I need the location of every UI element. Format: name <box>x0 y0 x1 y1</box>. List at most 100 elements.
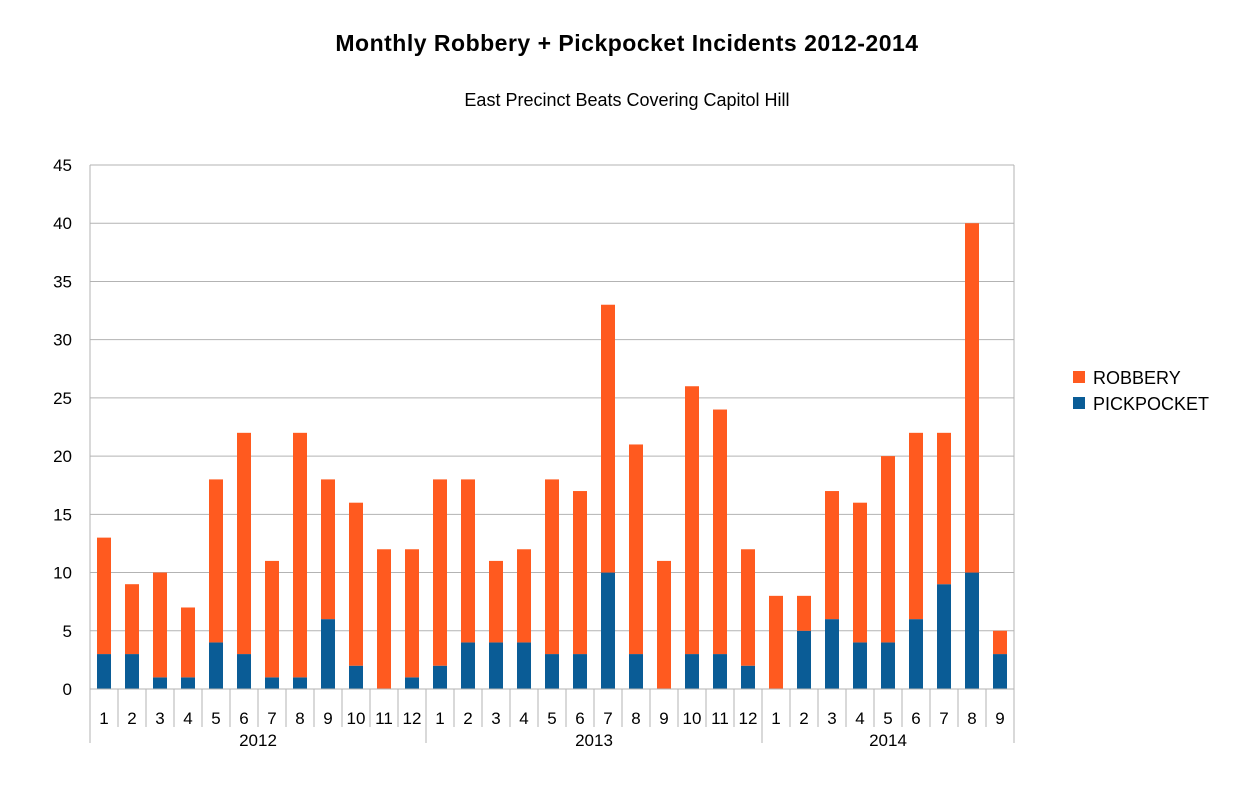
bar-robbery <box>293 432 307 678</box>
bar-robbery <box>825 491 839 620</box>
bar-robbery <box>545 479 559 655</box>
bar-robbery <box>909 432 923 620</box>
chart-title: Monthly Robbery + Pickpocket Incidents 2… <box>335 30 919 56</box>
x-tick-label: 3 <box>491 709 500 728</box>
bar-robbery <box>433 479 447 666</box>
x-tick-label: 5 <box>547 709 556 728</box>
y-tick-label: 0 <box>63 680 72 699</box>
x-tick-label: 9 <box>323 709 332 728</box>
bar-pickpocket <box>293 677 307 689</box>
x-tick-label: 8 <box>631 709 640 728</box>
bar-robbery <box>685 386 699 655</box>
bar-robbery <box>153 572 167 678</box>
bar-pickpocket <box>489 642 503 689</box>
bar-pickpocket <box>461 642 475 689</box>
bar-pickpocket <box>685 654 699 689</box>
bar-robbery <box>769 595 783 689</box>
y-tick-label: 30 <box>53 331 72 350</box>
y-tick-label: 40 <box>53 214 72 233</box>
x-tick-label: 7 <box>267 709 276 728</box>
x-tick-label: 7 <box>939 709 948 728</box>
x-tick-label: 4 <box>183 709 192 728</box>
bar-robbery <box>965 223 979 573</box>
bar-pickpocket <box>993 654 1007 689</box>
x-tick-label: 9 <box>659 709 668 728</box>
bar-pickpocket <box>937 584 951 689</box>
x-tick-label: 12 <box>403 709 422 728</box>
x-tick-label: 11 <box>375 709 393 728</box>
bar-pickpocket <box>573 654 587 689</box>
x-tick-label: 6 <box>911 709 920 728</box>
y-tick-label: 15 <box>53 505 72 524</box>
bar-robbery <box>937 432 951 585</box>
legend-swatch-pickpocket <box>1073 397 1085 409</box>
x-tick-label: 8 <box>967 709 976 728</box>
x-tick-label: 12 <box>739 709 758 728</box>
legend: ROBBERY PICKPOCKET <box>1073 368 1209 414</box>
bar-robbery <box>125 584 139 655</box>
bar-robbery <box>741 549 755 666</box>
x-tick-label: 3 <box>155 709 164 728</box>
bar-pickpocket <box>853 642 867 689</box>
legend-label-robbery: ROBBERY <box>1093 368 1181 388</box>
x-tick-label: 9 <box>995 709 1004 728</box>
y-tick-label: 20 <box>53 447 72 466</box>
x-tick-label: 5 <box>883 709 892 728</box>
bar-pickpocket <box>629 654 643 689</box>
bar-pickpocket <box>209 642 223 689</box>
x-tick-label: 7 <box>603 709 612 728</box>
bar-pickpocket <box>909 619 923 689</box>
bar-pickpocket <box>713 654 727 689</box>
bar-robbery <box>517 549 531 643</box>
bar-robbery <box>853 502 867 643</box>
bar-pickpocket <box>181 677 195 689</box>
x-tick-label: 11 <box>711 709 729 728</box>
bar-robbery <box>461 479 475 643</box>
bar-robbery <box>237 432 251 655</box>
bar-pickpocket <box>797 630 811 689</box>
bar-pickpocket <box>601 572 615 689</box>
bar-robbery <box>349 502 363 666</box>
x-tick-label: 4 <box>855 709 864 728</box>
x-group-label: 2014 <box>869 731 907 750</box>
legend-swatch-robbery <box>1073 371 1085 383</box>
bar-robbery <box>405 549 419 678</box>
x-tick-label: 3 <box>827 709 836 728</box>
bar-robbery <box>993 630 1007 655</box>
bar-robbery <box>881 456 895 643</box>
x-tick-label: 8 <box>295 709 304 728</box>
bars <box>97 223 1007 689</box>
x-tick-label: 1 <box>99 709 108 728</box>
bar-robbery <box>629 444 643 655</box>
bar-pickpocket <box>237 654 251 689</box>
bar-robbery <box>713 409 727 655</box>
bar-robbery <box>377 549 391 689</box>
bar-pickpocket <box>153 677 167 689</box>
bar-robbery <box>601 304 615 573</box>
x-tick-label: 6 <box>239 709 248 728</box>
bar-pickpocket <box>517 642 531 689</box>
x-tick-label: 2 <box>463 709 472 728</box>
bar-pickpocket <box>321 619 335 689</box>
x-tick-label: 1 <box>771 709 780 728</box>
x-tick-label: 4 <box>519 709 528 728</box>
x-tick-label: 1 <box>435 709 444 728</box>
bar-robbery <box>181 607 195 678</box>
bar-pickpocket <box>97 654 111 689</box>
x-tick-label: 6 <box>575 709 584 728</box>
legend-label-pickpocket: PICKPOCKET <box>1093 394 1209 414</box>
y-tick-label: 10 <box>53 564 72 583</box>
x-tick-label: 2 <box>127 709 136 728</box>
bar-robbery <box>209 479 223 643</box>
bar-robbery <box>489 560 503 643</box>
bar-pickpocket <box>545 654 559 689</box>
x-tick-label: 10 <box>347 709 366 728</box>
bar-robbery <box>97 537 111 655</box>
bar-pickpocket <box>881 642 895 689</box>
bar-robbery <box>657 560 671 689</box>
bar-pickpocket <box>125 654 139 689</box>
y-tick-label: 45 <box>53 156 72 175</box>
bar-pickpocket <box>965 572 979 689</box>
bar-pickpocket <box>405 677 419 689</box>
